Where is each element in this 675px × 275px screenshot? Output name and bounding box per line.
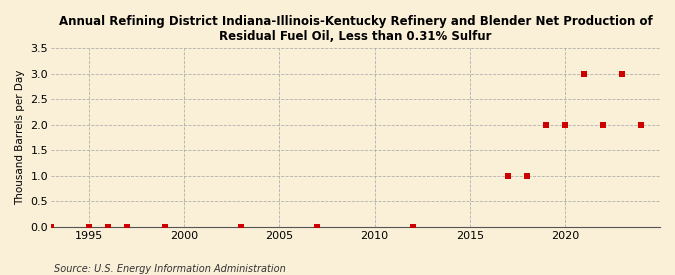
Point: [407, 224, 418, 229]
Point: [541, 123, 551, 127]
Title: Annual Refining District Indiana-Illinois-Kentucky Refinery and Blender Net Prod: Annual Refining District Indiana-Illinoi…: [59, 15, 653, 43]
Point: [597, 123, 608, 127]
Y-axis label: Thousand Barrels per Day: Thousand Barrels per Day: [15, 70, 25, 205]
Point: [312, 224, 323, 229]
Point: [236, 224, 247, 229]
Text: Source: U.S. Energy Information Administration: Source: U.S. Energy Information Administ…: [54, 264, 286, 274]
Point: [616, 72, 627, 76]
Point: [636, 123, 647, 127]
Point: [46, 224, 57, 229]
Point: [502, 174, 513, 178]
Point: [122, 224, 132, 229]
Point: [103, 224, 113, 229]
Point: [84, 224, 95, 229]
Point: [560, 123, 570, 127]
Point: [578, 72, 589, 76]
Point: [521, 174, 532, 178]
Point: [160, 224, 171, 229]
